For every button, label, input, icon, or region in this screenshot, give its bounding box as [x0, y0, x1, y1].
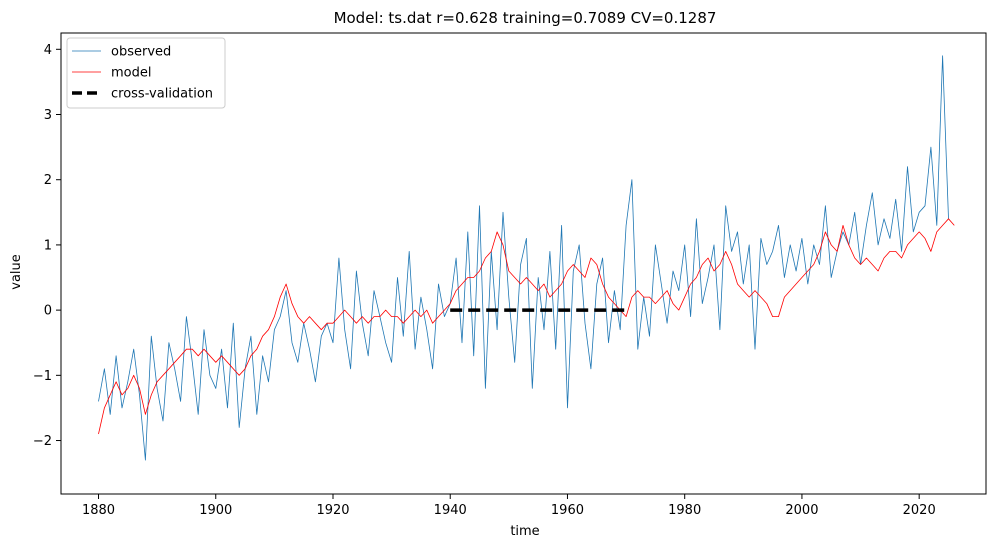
- axes: 1880 1900 1920 1940 1960 1980 2000 2020 −2 −1 0 1 2 3…: [33, 32, 987, 518]
- series-line-observed: [98, 55, 949, 461]
- x-tick-label: 1900: [199, 503, 232, 518]
- y-tick-label: 2: [44, 173, 52, 188]
- x-tick-label: 1880: [82, 503, 115, 518]
- legend-label-cross-validation: cross-validation: [111, 87, 213, 102]
- y-tick-label: −1: [33, 369, 52, 384]
- legend-label-observed: observed: [111, 45, 171, 60]
- y-tick-label: 3: [44, 108, 52, 123]
- x-tick-label: 1940: [434, 503, 467, 518]
- legend-label-model: model: [111, 66, 151, 81]
- x-tick-label: 1980: [668, 503, 701, 518]
- y-tick-label: 0: [44, 304, 52, 319]
- legend-box: [66, 37, 226, 109]
- y-tick-label: 1: [44, 238, 52, 253]
- y-tick-label: −2: [33, 434, 52, 449]
- y-axis-label: value: [9, 254, 24, 290]
- x-tick-label: 2020: [903, 503, 936, 518]
- chart-title: Model: ts.dat r=0.628 training=0.7089 CV…: [334, 9, 717, 27]
- x-tick-label: 1920: [316, 503, 349, 518]
- legend: observed model cross-validation: [66, 37, 226, 109]
- axes-frame: [60, 32, 987, 495]
- plot-area: [98, 55, 955, 461]
- series-line-model: [98, 218, 955, 435]
- x-axis-label: time: [510, 524, 539, 539]
- x-tick-label: 1960: [551, 503, 584, 518]
- y-tick-label: 4: [44, 43, 52, 58]
- series-group: [98, 55, 955, 461]
- x-tick-label: 2000: [785, 503, 818, 518]
